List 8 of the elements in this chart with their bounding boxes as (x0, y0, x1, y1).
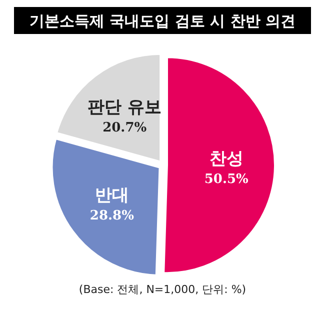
text: (Base: 전체, N=1,000, 단위: %) (78, 283, 246, 296)
slice-label: 찬성 (209, 148, 244, 169)
slice-label: 판단 유보 (88, 98, 162, 118)
slice-label: 반대 (94, 186, 129, 206)
data-label: 50.5% (204, 172, 250, 187)
data-label: 28.8% (90, 208, 135, 224)
data-label: 20.7% (102, 120, 148, 136)
chart-title: 기본소득제 국내도입 검토 시 찬반 의견 (29, 12, 296, 30)
